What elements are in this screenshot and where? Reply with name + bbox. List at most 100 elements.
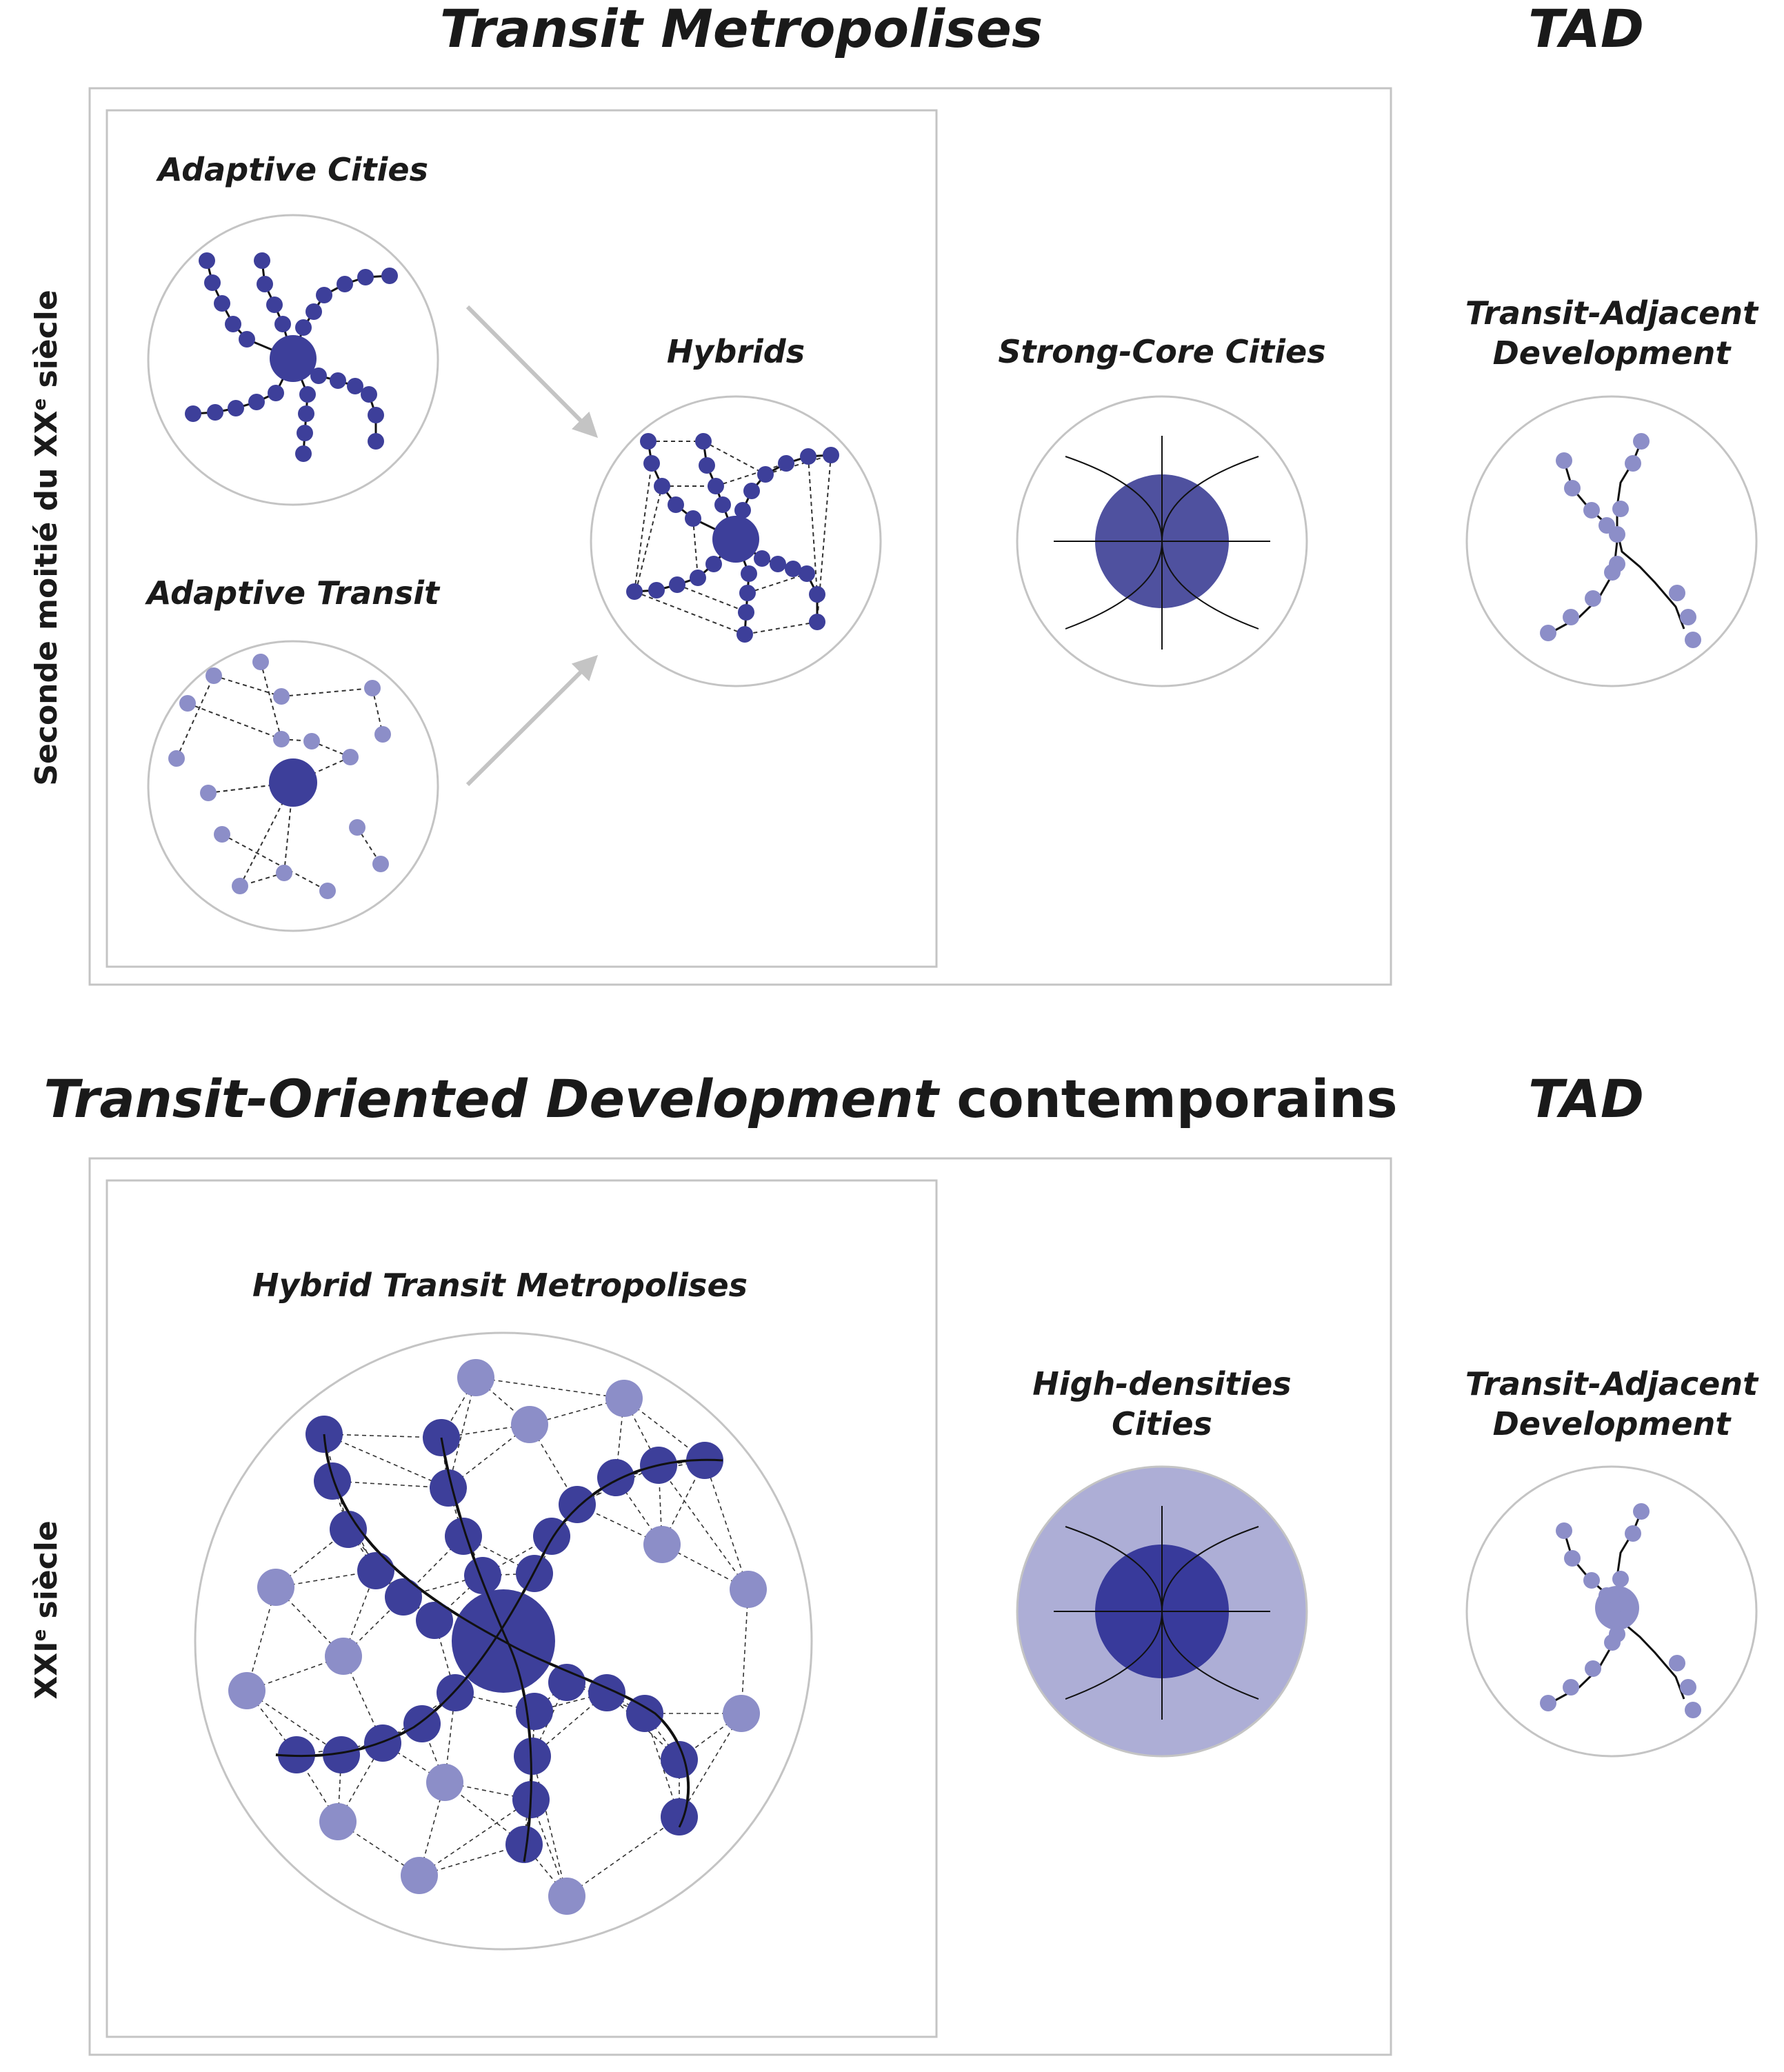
bottom-side-label: XXIe siècle <box>29 1520 64 1699</box>
at-node-6 <box>168 750 185 767</box>
label-top-tad-line2: Development <box>1493 334 1732 372</box>
at-node-16 <box>232 878 248 894</box>
label-bottom-tad-line2: Development <box>1493 1405 1732 1442</box>
htm-link-44 <box>566 1816 680 1897</box>
hy-station-3-4 <box>705 556 722 572</box>
tad2-station-6 <box>1680 1679 1696 1696</box>
htm-dark-node-14 <box>533 1518 570 1555</box>
top-tad-network <box>1540 433 1701 648</box>
hy-station-3-3 <box>690 570 706 586</box>
hy-station-5-4 <box>770 556 786 572</box>
at-node-3 <box>273 688 290 705</box>
tad2-station-12 <box>1604 1634 1621 1651</box>
hy-hub <box>712 516 759 563</box>
tad1-station-12 <box>1604 564 1621 581</box>
htm-dark-node-16 <box>548 1664 585 1701</box>
at-node-15 <box>319 883 336 899</box>
tad2-station-13 <box>1585 1660 1601 1677</box>
htm-dark-node-27 <box>364 1724 401 1762</box>
ac-station-5-5 <box>310 368 327 384</box>
htm-link-10 <box>658 1465 663 1545</box>
at-link-5 <box>176 675 214 759</box>
htm-light-node-5 <box>730 1571 767 1608</box>
htm-dark-node-24 <box>505 1826 543 1863</box>
htm-link-30 <box>679 1713 742 1818</box>
hy-station-0-0 <box>640 433 657 450</box>
tad2-station-5 <box>1669 1655 1685 1671</box>
ac-station-5-3 <box>347 378 363 394</box>
at-node-0 <box>252 654 269 670</box>
hy-cross-4 <box>676 584 748 613</box>
htm-light-node-8 <box>723 1695 760 1732</box>
arrow-transit-to-hybrids <box>465 654 599 787</box>
at-hub <box>269 758 317 807</box>
ac-hub <box>270 335 317 382</box>
tad2-station-11 <box>1598 1587 1615 1604</box>
htm-dark-node-25 <box>437 1674 474 1711</box>
ac-station-5-2 <box>361 386 377 403</box>
strong-core-arc-b <box>1065 456 1259 630</box>
strong-core-diagram <box>1054 436 1270 650</box>
htm-dark-node-1 <box>314 1462 351 1500</box>
ac-station-5-4 <box>330 372 346 389</box>
ac-station-3-4 <box>268 385 284 401</box>
hy-station-2-4 <box>743 483 760 499</box>
adaptive-cities-circle <box>147 214 439 506</box>
bottom-outer-frame <box>88 1157 1392 2056</box>
htm-light-node-4 <box>257 1569 294 1606</box>
htm-light-node-12 <box>548 1878 585 1915</box>
ac-station-0-2 <box>214 295 230 312</box>
hy-station-4-0 <box>736 626 753 643</box>
tad2-station-14 <box>1563 1679 1579 1696</box>
ac-station-4-1 <box>297 425 313 441</box>
at-node-10 <box>342 749 359 765</box>
at-node-14 <box>276 865 292 881</box>
label-bottom-tad-line1: Transit-Adjacent <box>1465 1365 1759 1402</box>
at-link-1 <box>213 675 282 697</box>
htm-line-b-top <box>440 1437 532 1862</box>
ac-station-0-0 <box>199 252 215 269</box>
hybrids-circle <box>590 395 882 687</box>
tad2-station-15 <box>1540 1695 1556 1711</box>
tad2-station-7 <box>1685 1702 1701 1718</box>
at-node-4 <box>364 680 381 696</box>
ac-station-5-1 <box>368 407 384 423</box>
ac-station-2-1 <box>357 269 374 285</box>
tad1-station-5 <box>1669 585 1685 601</box>
at-node-12 <box>349 819 365 836</box>
label-adaptive-cities: Adaptive Cities <box>156 151 428 188</box>
htm-link-2 <box>448 1377 477 1489</box>
hy-web-1 <box>703 441 766 475</box>
htm-light-node-10 <box>319 1803 357 1840</box>
hy-station-1-3 <box>714 496 731 513</box>
at-link-3 <box>281 687 373 697</box>
ac-station-1-2 <box>266 296 283 313</box>
ac-station-2-4 <box>305 303 322 320</box>
at-node-1 <box>206 667 222 684</box>
hy-cross-1 <box>715 463 787 487</box>
hy-station-3-1 <box>648 582 665 599</box>
top-heading: Transit Metropolises <box>440 0 1043 59</box>
label-strong-core: Strong-Core Cities <box>998 333 1325 370</box>
hy-cross-6 <box>692 518 699 579</box>
htm-light-node-11 <box>401 1857 438 1894</box>
htm-link-19 <box>741 1589 749 1714</box>
hy-station-2-5 <box>734 502 751 519</box>
high-density-diagram <box>1016 1465 1308 1758</box>
htm-link-11 <box>615 1477 663 1545</box>
ac-station-1-3 <box>274 316 291 332</box>
htm-light-node-9 <box>426 1764 463 1801</box>
tad1-station-9 <box>1564 480 1581 496</box>
tad1-station-13 <box>1585 590 1601 607</box>
ac-station-3-2 <box>228 400 244 416</box>
hy-cross-2 <box>808 456 818 595</box>
hy-station-5-1 <box>809 586 825 603</box>
at-node-5 <box>374 726 391 743</box>
at-node-13 <box>372 856 389 872</box>
hy-station-5-2 <box>799 565 815 582</box>
hy-station-1-1 <box>699 457 715 474</box>
tad2-station-9 <box>1564 1550 1581 1567</box>
htm-light-node-1 <box>605 1380 643 1417</box>
htm-dark-node-13 <box>559 1486 596 1523</box>
